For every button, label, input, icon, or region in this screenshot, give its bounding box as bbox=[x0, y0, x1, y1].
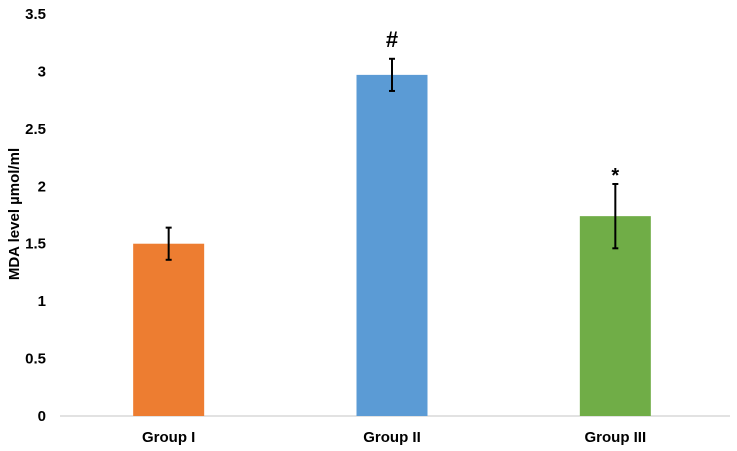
y-axis-ticks: 0 0.5 1 1.5 2 2.5 3 3.5 bbox=[25, 6, 46, 425]
y-tick-label: 0.5 bbox=[25, 351, 46, 368]
y-tick-label: 1 bbox=[38, 293, 46, 310]
y-tick-label: 1.5 bbox=[25, 236, 46, 253]
significance-marker: * bbox=[611, 165, 619, 187]
y-tick-label: 2.5 bbox=[25, 121, 46, 138]
y-tick-label: 2 bbox=[38, 178, 46, 195]
annotations-group: #* bbox=[386, 27, 620, 187]
error-bar bbox=[389, 57, 395, 92]
y-axis-title: MDA level µmol/ml bbox=[6, 148, 23, 280]
x-category-label: Group III bbox=[584, 429, 646, 446]
y-tick-label: 3 bbox=[38, 63, 46, 80]
bars-group bbox=[133, 74, 651, 417]
y-axis-title-group: MDA level µmol/ml bbox=[6, 148, 23, 280]
x-category-label: Group I bbox=[142, 429, 195, 446]
significance-marker: # bbox=[386, 27, 398, 52]
bar-group-i bbox=[133, 243, 205, 416]
x-axis-categories: Group I Group II Group III bbox=[142, 429, 646, 446]
error-bar bbox=[165, 226, 172, 261]
y-tick-label: 3.5 bbox=[25, 6, 46, 23]
x-category-label: Group II bbox=[363, 429, 421, 446]
y-tick-label: 0 bbox=[38, 408, 46, 425]
bar-group-ii bbox=[356, 74, 428, 417]
error-bar bbox=[612, 182, 619, 250]
error-bars-group bbox=[165, 57, 619, 261]
bar-group-iii bbox=[579, 216, 651, 416]
